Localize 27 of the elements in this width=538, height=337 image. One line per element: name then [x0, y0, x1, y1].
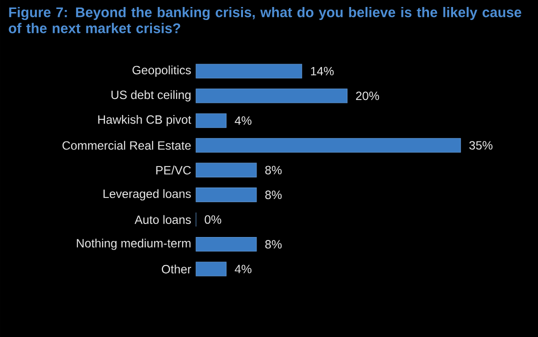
bar: [196, 237, 257, 252]
data-label: 35%: [469, 141, 492, 150]
bar: [196, 188, 257, 202]
bar: [196, 113, 227, 128]
bar: [196, 138, 461, 153]
bar: [196, 262, 227, 276]
y-tick-label: Geopolitics: [132, 66, 191, 77]
bar: [196, 162, 257, 178]
data-label: 20%: [356, 92, 380, 100]
y-tick-label: Commercial Real Estate: [62, 140, 191, 150]
y-tick-label: Hawkish CB pivot: [98, 115, 192, 126]
data-label: 8%: [265, 190, 282, 200]
data-label: 14%: [311, 66, 334, 76]
y-tick-label: Leveraged loans: [104, 189, 191, 200]
data-label: 4%: [234, 264, 252, 274]
chart-title: Figure 7: Beyond the banking crisis, what do you believe is the likely cause of the next market crisis?: [8, 6, 522, 34]
y-tick-label: US debt ceiling: [112, 90, 190, 102]
data-label: 0%: [204, 215, 222, 224]
data-label: 8%: [265, 166, 282, 174]
data-label: 4%: [234, 116, 252, 125]
y-tick-label: Nothing medium-term: [76, 238, 190, 250]
bar: [196, 64, 302, 78]
data-label: 8%: [265, 240, 282, 249]
y-tick-label: Other: [162, 264, 192, 274]
y-tick-label: Auto loans: [134, 215, 191, 224]
y-tick-label: PE/VC: [156, 166, 191, 174]
bar: [196, 88, 348, 104]
